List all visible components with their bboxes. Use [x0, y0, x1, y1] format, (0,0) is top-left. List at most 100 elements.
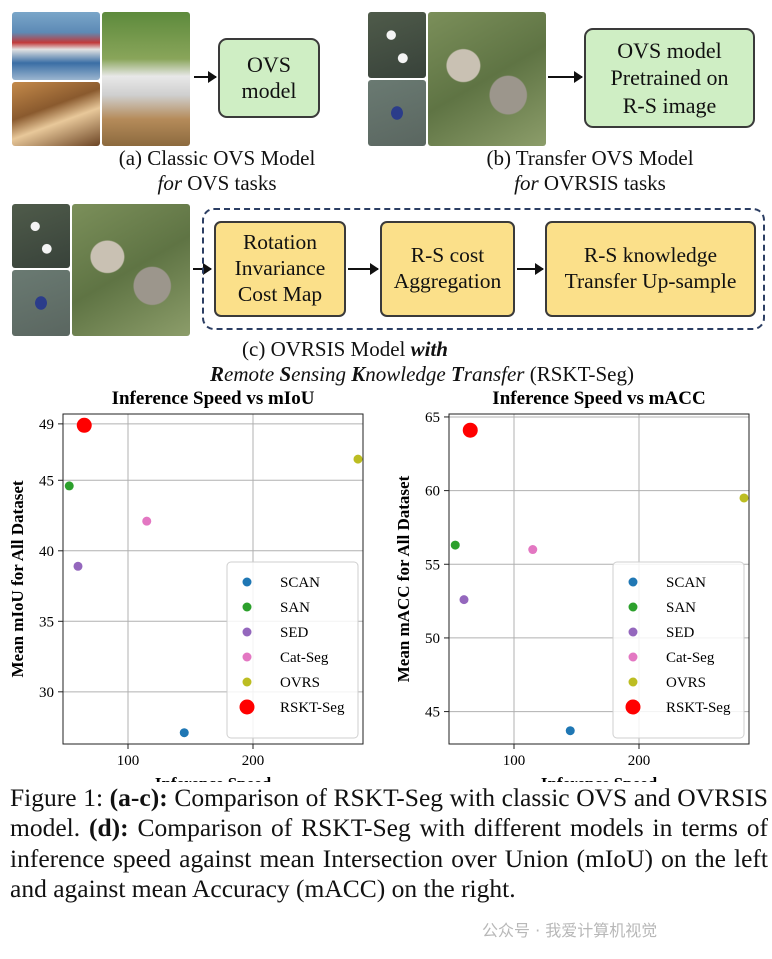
chart0-y-tick-label: 49	[39, 417, 54, 433]
chart1-legend-box	[612, 561, 745, 739]
chart1-point-san	[450, 540, 460, 550]
caption-c-s: S	[279, 361, 292, 386]
chart0-point-scan	[179, 728, 189, 738]
chart1-point-rskt-seg	[462, 422, 478, 438]
miou-scatter-chart: Inference Speed vs mIoU 100 200 30 35 40 45 49 I…	[8, 388, 364, 782]
chart0-title: Inference Speed vs mIoU	[112, 388, 315, 409]
rotation-invariance-box: Rotation Invariance Cost Map	[214, 221, 346, 317]
chart1-legend-label-ovrs: OVRS	[666, 675, 706, 691]
rs-knowledge-transfer-box: R-S knowledge Transfer Up-sample	[545, 221, 756, 317]
classic-photo-group-people	[12, 12, 100, 80]
caption-a: (a) Classic OVS Model for OVS tasks	[92, 146, 342, 196]
caption-c-with: with	[410, 337, 448, 361]
chart1-plot-frame	[448, 413, 750, 745]
ovs-pretrained-line3: R-S image	[622, 92, 717, 118]
rs-cost-aggregation-box: R-S cost Aggregation	[380, 221, 515, 317]
chart1-y-tick-label: 55	[425, 557, 440, 573]
transfer-line1: R-S knowledge	[583, 243, 718, 268]
chart0-x-axis-label: Inference Speed	[155, 774, 272, 782]
caption-c-ransfer: ransfer	[463, 361, 525, 386]
classic-photo-baseball	[102, 12, 190, 146]
chart0-legend-label-ovrs: OVRS	[280, 675, 320, 691]
transfer-line2: Transfer Up-sample	[564, 269, 737, 293]
chart0-legend-marker-rskt-seg	[239, 699, 255, 715]
caption-c-prefix: (c) OVRSIS Model	[242, 337, 411, 361]
chart1-legend-marker-san	[628, 602, 638, 612]
figure-caption-text1: Comparison of RSKT-Seg with classic OVS …	[10, 783, 768, 843]
chart1-x-tick-label: 200	[628, 753, 651, 769]
chart0-legend-marker-ovrs	[242, 677, 252, 687]
chart1-legend-marker-cat-seg	[628, 652, 638, 662]
chart0-point-san	[64, 481, 74, 491]
figure-caption-bold2: (d):	[88, 813, 129, 843]
aggregation-line1: R-S cost	[410, 243, 485, 268]
rs-photo-plane-bottom	[368, 80, 426, 146]
chart0-legend-marker-scan	[242, 577, 252, 587]
caption-c-nowledge: nowledge	[365, 361, 451, 386]
chart0-legend-label-san: SAN	[280, 600, 310, 616]
ovs-model-line1: OVS	[246, 51, 291, 77]
ovs-model-line2: model	[241, 78, 297, 103]
chart1-legend-label-cat-seg: Cat-Seg	[666, 650, 715, 666]
caption-b-for: for	[514, 170, 539, 195]
rs-photo-plane-bottom-c	[12, 270, 70, 336]
chart1-y-tick-label: 65	[425, 410, 440, 426]
ovs-pretrained-line2: Pretrained on	[610, 65, 729, 91]
watermark: 公众号 · 我爱计算机视觉	[482, 921, 658, 940]
chart1-legend-label-san: SAN	[666, 600, 696, 616]
chart0-plot-frame	[62, 413, 364, 745]
chart1-legend-label-sed: SED	[666, 625, 695, 641]
chart0-y-tick-label: 40	[39, 544, 54, 560]
caption-a-line2: OVS tasks	[182, 170, 277, 195]
rotation-line1: Rotation	[242, 230, 318, 255]
caption-c-ensing: ensing	[291, 361, 352, 386]
chart1-title: Inference Speed vs mACC	[492, 388, 705, 409]
chart1-legend-marker-scan	[628, 577, 638, 587]
chart1-point-sed	[459, 595, 469, 605]
classic-photo-room	[12, 82, 100, 146]
rskt-pipeline-frame	[202, 208, 765, 330]
chart1-x-axis-label: Inference Speed	[541, 774, 658, 782]
arrow-c-1	[348, 263, 379, 275]
rs-photo-houses	[428, 12, 546, 146]
rotation-line2: Invariance	[234, 256, 326, 281]
arrow-c-2	[517, 263, 544, 275]
chart0-y-axis-label: Mean mIoU for All Dataset	[8, 480, 27, 677]
figure-caption-bold1: (a-c):	[109, 783, 168, 812]
figure-caption-prefix: Figure 1:	[10, 783, 110, 812]
chart0-point-rskt-seg	[76, 417, 92, 433]
chart0-point-ovrs	[353, 454, 363, 464]
chart0-legend-marker-san	[242, 602, 252, 612]
chart1-x-tick-label: 100	[503, 753, 526, 769]
chart0-y-tick-label: 45	[39, 473, 54, 489]
macc-scatter-chart: Inference Speed vs mACC 100 200 45 50 55 60 65 I…	[394, 388, 750, 782]
caption-a-line1: (a) Classic OVS Model	[118, 146, 316, 170]
caption-b-line2: OVRSIS tasks	[538, 170, 666, 195]
caption-b: (b) Transfer OVS Model for OVRSIS tasks	[440, 146, 740, 196]
figure-caption-text2: Comparison of RSKT-Seg with different mo…	[10, 813, 768, 904]
chart0-y-tick-label: 30	[39, 685, 54, 701]
chart0-x-tick-label: 200	[242, 753, 265, 769]
rs-photo-houses-c	[72, 204, 190, 336]
chart0-legend-marker-cat-seg	[242, 652, 252, 662]
rs-photo-planes-top	[368, 12, 426, 78]
aggregation-line2: Aggregation	[393, 269, 502, 293]
rotation-line3: Cost Map	[237, 281, 323, 306]
ovs-pretrained-box: OVS model Pretrained on R-S image	[584, 28, 755, 128]
chart1-y-tick-label: 50	[425, 631, 440, 647]
chart1-point-cat-seg	[528, 545, 538, 555]
chart0-point-cat-seg	[142, 516, 152, 526]
ovs-pretrained-line1: OVS model	[617, 38, 722, 64]
chart0-y-tick-label: 35	[39, 614, 54, 630]
caption-c: (c) OVRSIS Model with Remote Sensing Kno…	[150, 337, 750, 387]
chart0-point-sed	[73, 561, 83, 571]
chart0-x-tick-label: 100	[117, 753, 140, 769]
chart1-y-tick-label: 60	[425, 484, 440, 500]
chart0-legend-box	[226, 561, 359, 739]
chart1-legend-label-rskt-seg: RSKT-Seg	[666, 700, 731, 716]
arrow-b	[548, 71, 583, 83]
chart0-legend-label-scan: SCAN	[280, 575, 320, 591]
chart1-legend-label-scan: SCAN	[666, 575, 706, 591]
chart0-legend-marker-sed	[242, 627, 252, 637]
chart1-point-ovrs	[739, 493, 749, 503]
